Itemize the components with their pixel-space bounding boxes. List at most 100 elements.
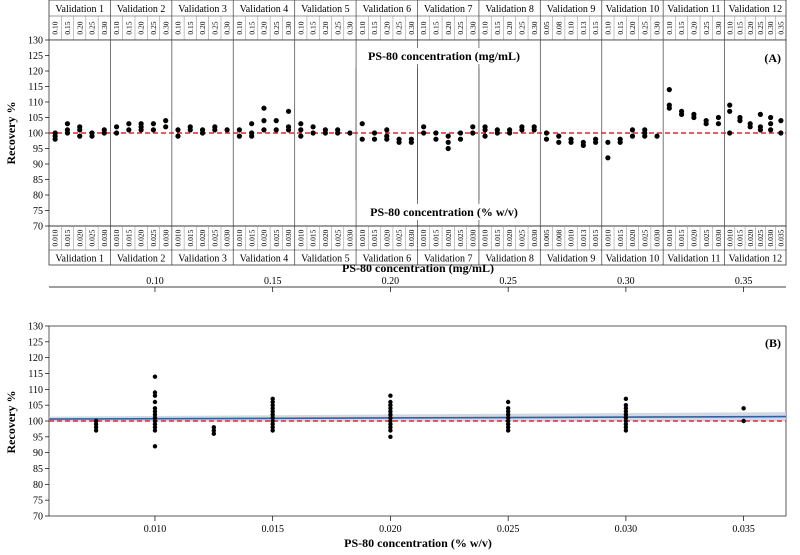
x-tick-label-b: 0.020 — [379, 524, 402, 535]
data-point-a — [757, 111, 764, 117]
mg-tick-label: 0.30 — [100, 21, 109, 34]
pct-tick-label: 0.013 — [579, 229, 588, 246]
data-point-a — [457, 136, 464, 142]
data-point-a — [64, 127, 71, 133]
y-tick-label-b: 70 — [33, 512, 43, 523]
validation-label-top: Validation 9 — [547, 4, 596, 15]
data-point-b — [388, 399, 393, 405]
mg-tick-label: 0.30 — [407, 21, 416, 34]
data-point-b — [270, 415, 275, 421]
data-point-b — [505, 428, 511, 433]
panel-a: Validation 10.10 0.15 0.20 0.25 0.30Validati… — [4, 0, 787, 266]
pct-tick-label: 0.015 — [370, 229, 379, 246]
data-point-a — [617, 136, 623, 142]
pct-tick-label: 0.025 — [702, 229, 711, 246]
data-point-b — [152, 409, 158, 414]
y-tick-label-b: 95 — [33, 432, 43, 443]
data-point-a — [113, 124, 120, 130]
pct-tick-label: 0.020 — [75, 229, 84, 246]
data-point-a — [249, 121, 255, 127]
data-point-a — [310, 130, 316, 136]
mg-tick-label: 0.10 — [296, 21, 305, 34]
data-point-a — [747, 121, 753, 127]
data-point-a — [605, 139, 611, 145]
top-x-tick-label-b: 0.10 — [146, 276, 164, 287]
data-point-b — [623, 415, 629, 421]
plot-area-a: 70 75 80 85 90 95 100 105 110 115 120 125 130 — [28, 0, 787, 265]
data-point-b — [388, 428, 393, 433]
data-point-b — [623, 406, 629, 411]
y-tick-label-a: 115 — [28, 82, 43, 93]
y-tick-label-a: 100 — [28, 129, 43, 140]
mg-tick-label: 0.20 — [321, 21, 330, 34]
data-point-a — [64, 121, 71, 127]
pct-tick-label: 0.030 — [161, 229, 170, 246]
data-point-b — [270, 409, 275, 414]
data-point-a — [175, 127, 181, 133]
mg-tick-label: 0.25 — [702, 21, 711, 34]
data-point-a — [249, 130, 255, 136]
data-point-a — [482, 124, 488, 130]
x-tick-label-b: 0.010 — [144, 524, 167, 535]
validation-label-bottom: Validation 6 — [362, 254, 411, 265]
mg-tick-label: 0.10 — [419, 21, 428, 34]
x-tick-label-b: 0.035 — [732, 524, 755, 535]
pct-tick-label: 0.015 — [591, 229, 600, 246]
pct-tick-label: 0.030 — [100, 229, 109, 246]
data-point-a — [52, 130, 58, 136]
bottom-strip-frame — [48, 225, 787, 266]
data-point-a — [359, 136, 365, 142]
data-point-a — [778, 130, 784, 136]
data-point-a — [163, 118, 169, 124]
y-tick-label-a: 90 — [33, 160, 43, 171]
data-point-a — [727, 108, 733, 114]
mg-tick-label: 0.15 — [186, 21, 195, 34]
validation-label-top: Validation 5 — [301, 4, 350, 15]
data-point-a — [212, 124, 218, 130]
data-point-a — [113, 130, 120, 136]
data-point-a — [470, 130, 476, 136]
data-point-b — [388, 421, 393, 427]
pct-tick-label: 0.030 — [223, 229, 232, 246]
pct-tick-label: 0.025 — [88, 229, 97, 246]
data-point-a — [298, 127, 304, 133]
data-point-a — [629, 127, 636, 133]
pct-tick-label: 0.025 — [149, 229, 158, 246]
data-point-b — [270, 402, 275, 408]
pct-tick-label: 0.015 — [616, 229, 625, 246]
data-point-a — [273, 127, 279, 133]
data-point-a — [261, 105, 267, 111]
axis-title-backdrop — [364, 48, 524, 64]
data-point-a — [261, 118, 267, 124]
mg-tick-label: 0.15 — [616, 21, 625, 34]
mg-tick-label: 0.10 — [665, 21, 674, 34]
panel-b: PS-80 concentration (mg/mL) 0.10 0.15 0.20… — [4, 261, 787, 550]
data-point-b — [505, 418, 511, 424]
data-point-b — [270, 428, 275, 433]
mg-tick-label: 0.10 — [174, 21, 183, 34]
pct-tick-label: 0.010 — [174, 229, 183, 246]
data-point-a — [236, 133, 242, 139]
validation-label-top: Validation 3 — [178, 4, 227, 15]
data-point-a — [445, 145, 451, 152]
data-point-a — [543, 136, 550, 142]
y-axis-label-b: Recovery % — [4, 391, 18, 454]
data-point-a — [482, 133, 488, 139]
mg-tick-label: 0.30 — [161, 21, 170, 34]
data-point-b — [741, 406, 746, 411]
data-point-a — [556, 139, 562, 145]
mg-tick-label: 0.15 — [432, 21, 441, 34]
pct-tick-label: 0.010 — [481, 229, 490, 246]
data-point-a — [678, 108, 685, 114]
pct-tick-label: 0.015 — [124, 229, 133, 246]
y-tick-label-a: 105 — [28, 113, 43, 124]
validation-label-bottom: Validation 11 — [667, 254, 720, 265]
y-tick-label-a: 95 — [33, 144, 43, 155]
mg-tick-label: 0.25 — [88, 21, 97, 34]
data-point-a — [543, 130, 550, 136]
x-tick-label-b: 0.025 — [497, 524, 520, 535]
top-x-tick-label-b: 0.15 — [264, 276, 282, 287]
y-tick-label-a: 120 — [28, 67, 43, 78]
mg-tick-label: 0.15 — [493, 21, 502, 34]
data-point-b — [152, 393, 158, 398]
